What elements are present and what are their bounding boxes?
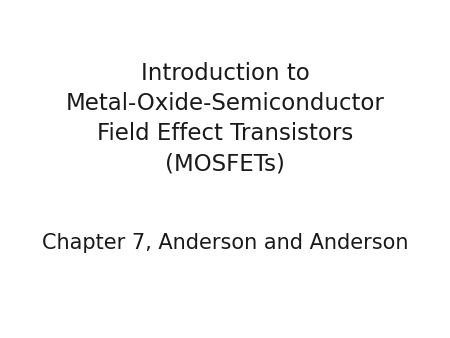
Text: Introduction to
Metal-Oxide-Semiconductor
Field Effect Transistors
(MOSFETs): Introduction to Metal-Oxide-Semiconducto… — [66, 62, 384, 175]
Text: Chapter 7, Anderson and Anderson: Chapter 7, Anderson and Anderson — [42, 233, 408, 254]
